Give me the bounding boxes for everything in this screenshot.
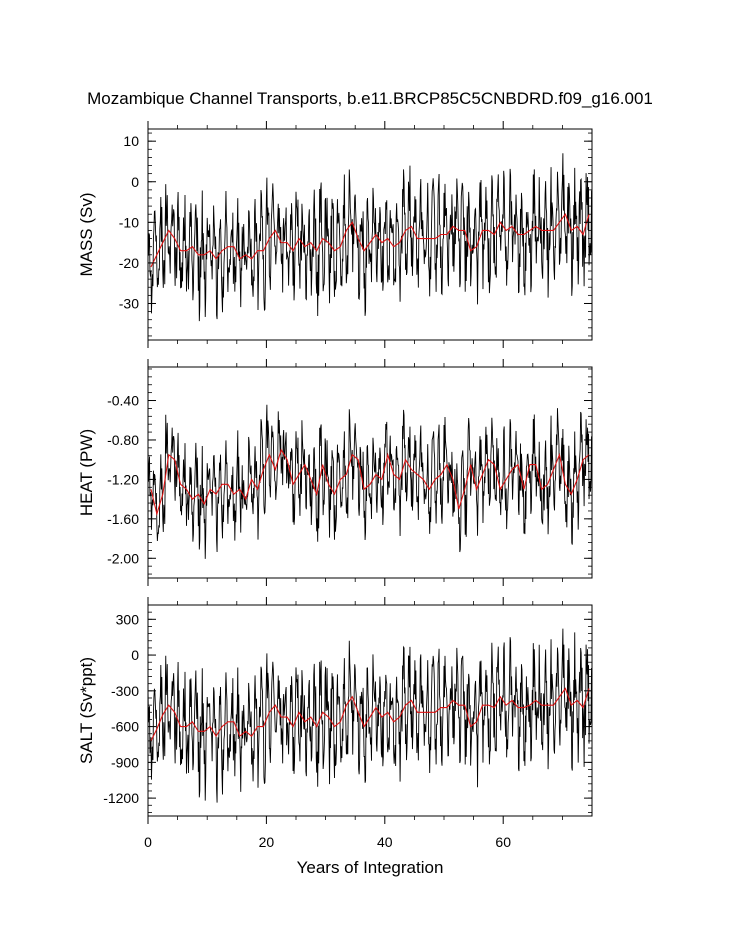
panel-heat: -0.40 -0.80 -1.20 -1.60 -2.00 HEAT (PW) — [77, 359, 593, 586]
x-tick-label: 60 — [495, 834, 511, 850]
plot-frame-mass — [147, 128, 593, 341]
chart-title: Mozambique Channel Transports, b.e11.BRC… — [87, 89, 653, 108]
y-tick-label: -600 — [111, 719, 139, 735]
y-tick-label: -10 — [119, 214, 139, 230]
y-tick-label: 0 — [131, 174, 139, 190]
y-tick-label: -1.60 — [107, 511, 139, 527]
monthly-series-heat — [148, 404, 592, 559]
y-tick-label: -20 — [119, 255, 139, 271]
panels: 10 0 -10 -20 -30 MASS (Sv) -0.40 -0.80 -1.20 -1.6… — [77, 121, 593, 850]
y-tick-label: -0.80 — [107, 432, 139, 448]
annual-mean-series-heat — [150, 448, 590, 517]
panel-mass: 10 0 -10 -20 -30 MASS (Sv) — [77, 121, 593, 348]
y-tick-label: 10 — [123, 133, 139, 149]
annual-mean-series-salt — [150, 687, 590, 742]
monthly-series-mass — [148, 153, 592, 322]
panel-salt: 300 0 -300 -600 -900 -1200 0 20 40 60 SALT (Sv*ppt… — [77, 597, 593, 850]
y-tick-label: -30 — [119, 295, 139, 311]
y-tick-label: -1.20 — [107, 471, 139, 487]
x-tick-label: 0 — [144, 834, 152, 850]
y-tick-label: -900 — [111, 754, 139, 770]
plot-frame-salt — [147, 604, 593, 817]
y-axis-title-heat: HEAT (PW) — [77, 429, 96, 516]
x-tick-label: 20 — [259, 834, 275, 850]
annual-mean-series-mass — [150, 213, 590, 268]
y-axis-title-mass: MASS (Sv) — [77, 192, 96, 276]
y-axis-title-salt: SALT (Sv*ppt) — [77, 657, 96, 764]
y-tick-label: 300 — [116, 611, 140, 627]
plot-frame-heat — [147, 366, 593, 579]
x-tick-label: 40 — [377, 834, 393, 850]
x-axis-title: Years of Integration — [297, 858, 444, 877]
y-tick-label: -1200 — [103, 790, 139, 806]
y-tick-label: -300 — [111, 683, 139, 699]
y-tick-label: -0.40 — [107, 393, 139, 409]
y-tick-label: 0 — [131, 647, 139, 663]
monthly-series-salt — [148, 628, 592, 803]
y-tick-label: -2.00 — [107, 550, 139, 566]
